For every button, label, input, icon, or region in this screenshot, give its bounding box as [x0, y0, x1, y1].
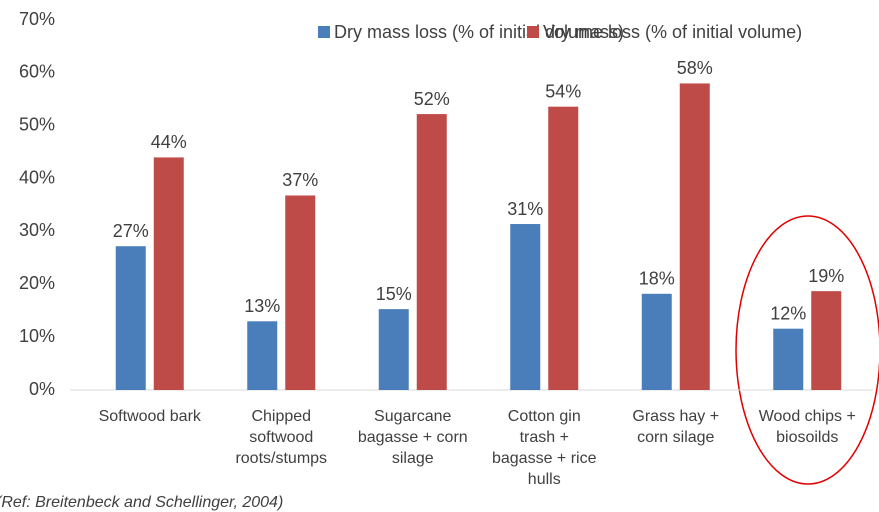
y-tick-label: 50% — [19, 114, 55, 134]
data-label: 12% — [770, 303, 806, 323]
data-label: 18% — [639, 269, 675, 289]
y-tick-label: 20% — [19, 273, 55, 293]
data-label: 15% — [376, 284, 412, 304]
data-label: 44% — [151, 132, 187, 152]
y-tick-label: 0% — [29, 379, 55, 399]
bar — [153, 157, 184, 390]
bar — [115, 246, 146, 390]
x-tick-label: Softwood bark — [98, 408, 201, 425]
x-tick-label: Cotton gin trash + bagasse + rice hulls — [491, 408, 597, 488]
bar — [247, 321, 278, 390]
data-label: 13% — [244, 296, 280, 316]
legend-label: Dry mass loss (% of initial dry mass) — [334, 22, 624, 42]
bar — [378, 309, 409, 390]
data-label: 27% — [113, 221, 149, 241]
bar — [285, 195, 316, 390]
data-label: 19% — [808, 266, 844, 286]
footnote: (Ref: Breitenbeck and Schellinger, 2004) — [0, 494, 284, 511]
x-tick-label: Sugarcane bagasse + corn silage — [357, 408, 468, 467]
highlight-ellipse — [735, 215, 879, 485]
y-tick-label: 40% — [19, 167, 55, 187]
x-tick-label: Chipped softwood roots/stumps — [235, 408, 328, 467]
y-tick-label: 10% — [19, 326, 55, 346]
legend-swatch — [318, 26, 330, 38]
legend-label: Volume loss (% of initial volume) — [543, 22, 802, 42]
bar — [548, 106, 579, 390]
data-label: 37% — [282, 170, 318, 190]
legend-swatch — [527, 26, 539, 38]
bar — [641, 293, 672, 390]
y-tick-label: 30% — [19, 220, 55, 240]
x-tick-label: Grass hay + corn silage — [632, 408, 720, 446]
bar — [510, 224, 541, 390]
bar — [811, 291, 842, 390]
data-label: 31% — [507, 199, 543, 219]
bar — [416, 114, 447, 390]
data-label: 52% — [414, 89, 450, 109]
x-tick-label: Wood chips + biosoilds — [758, 408, 856, 446]
data-label: 58% — [677, 58, 713, 78]
bar — [679, 83, 710, 390]
y-tick-label: 60% — [19, 62, 55, 82]
bar — [773, 328, 804, 390]
data-label: 54% — [545, 81, 581, 101]
y-tick-label: 70% — [19, 9, 55, 29]
